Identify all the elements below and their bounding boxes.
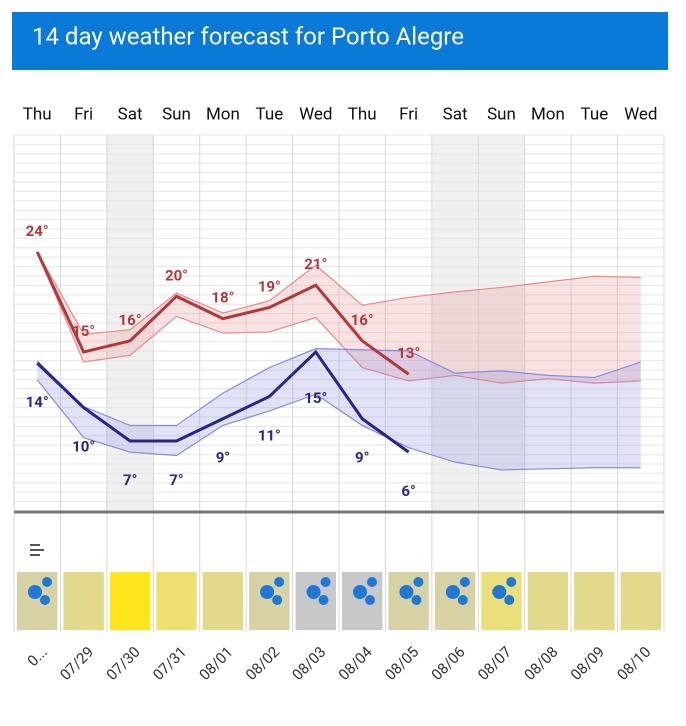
- date-label: 08/03: [288, 643, 329, 684]
- rain-drop: [367, 577, 377, 587]
- temperature-label: 18°: [211, 289, 234, 307]
- rain-drop: [40, 595, 50, 605]
- day-label: Tue: [255, 104, 283, 124]
- date-label: 08/07: [474, 643, 515, 684]
- title: 14 day weather forecast for Porto Alegre: [32, 22, 464, 50]
- day-label: Mon: [531, 104, 565, 124]
- weather-tile: [109, 572, 151, 630]
- band-edge: [36, 251, 641, 335]
- band-edge: [36, 251, 641, 384]
- temperature-label: 16°: [119, 311, 142, 329]
- temperature-label: 7°: [123, 471, 137, 489]
- date-label: 08/09: [567, 643, 608, 684]
- date-label: 08/06: [428, 643, 469, 684]
- wind-icon: [30, 544, 44, 556]
- rain-drop: [399, 585, 414, 599]
- weather-tile: [156, 572, 197, 630]
- day-label: Sat: [443, 104, 468, 124]
- rain-drop: [272, 595, 283, 605]
- day-label: Sat: [118, 104, 143, 124]
- day-label: Thu: [23, 104, 52, 124]
- temperature-label: 14°: [26, 393, 49, 411]
- rain-drop: [506, 577, 517, 587]
- temperature-line: [35, 251, 410, 376]
- range-band: [37, 251, 641, 384]
- date-label: 0...: [24, 643, 51, 670]
- band-edge: [36, 379, 641, 471]
- temperature-label: 20°: [165, 266, 188, 284]
- day-label: Fri: [399, 104, 418, 124]
- temperature-label: 10°: [72, 438, 95, 456]
- rain-drop: [28, 585, 42, 599]
- day-label: Fri: [74, 104, 93, 124]
- day-label: Sun: [162, 104, 191, 124]
- day-label: Wed: [299, 104, 332, 124]
- rain-drop: [411, 595, 422, 605]
- temperature-line: [36, 349, 410, 454]
- rain-drop: [504, 595, 515, 605]
- rain-drop: [413, 577, 424, 587]
- temperature-label: 15°: [72, 322, 95, 340]
- date-label: 07/31: [149, 643, 190, 684]
- day-label: Tue: [580, 104, 608, 124]
- day-label: Wed: [624, 104, 657, 124]
- weather-tile: [63, 572, 104, 630]
- rain-drop: [459, 577, 470, 587]
- date-label: 07/30: [103, 643, 144, 684]
- rain-drop: [318, 595, 329, 605]
- temperature-label: 6°: [401, 482, 415, 500]
- rain-drop: [365, 595, 375, 605]
- date-label: 08/05: [381, 643, 422, 684]
- rain-drop: [260, 585, 275, 599]
- day-label: Mon: [206, 104, 240, 124]
- rain-drop: [274, 577, 285, 587]
- temperature-label: 9°: [216, 449, 230, 467]
- date-label: 07/29: [56, 643, 97, 684]
- date-label: 08/08: [521, 643, 562, 684]
- temperature-label: 16°: [351, 311, 374, 329]
- date-label: 08/10: [613, 643, 654, 684]
- rain-drop: [42, 577, 52, 587]
- temperature-label: 19°: [258, 277, 281, 295]
- rain-drop: [492, 585, 507, 599]
- rain-drop: [457, 595, 468, 605]
- temperature-label: 11°: [258, 426, 281, 444]
- rain-drop: [306, 585, 321, 599]
- temperature-label: 24°: [26, 222, 49, 240]
- weather-tile: [527, 572, 569, 630]
- date-label: 08/02: [242, 643, 283, 684]
- rain-drop: [353, 585, 367, 599]
- title-bar: [12, 12, 668, 70]
- temperature-label: 21°: [304, 255, 327, 273]
- temperature-label: 15°: [304, 389, 327, 407]
- weather-tile: [202, 572, 244, 630]
- band-edge: [36, 348, 641, 427]
- temperature-label: 9°: [355, 449, 369, 467]
- temperature-label: 13°: [397, 344, 420, 362]
- weather-tile: [574, 572, 615, 630]
- rain-drop: [445, 585, 460, 599]
- day-label: Thu: [348, 104, 377, 124]
- date-label: 08/01: [196, 643, 237, 684]
- temperature-label: 7°: [169, 471, 183, 489]
- rain-drop: [320, 577, 331, 587]
- date-label: 08/04: [335, 643, 376, 684]
- day-label: Sun: [487, 104, 516, 124]
- weather-tile: [620, 572, 661, 630]
